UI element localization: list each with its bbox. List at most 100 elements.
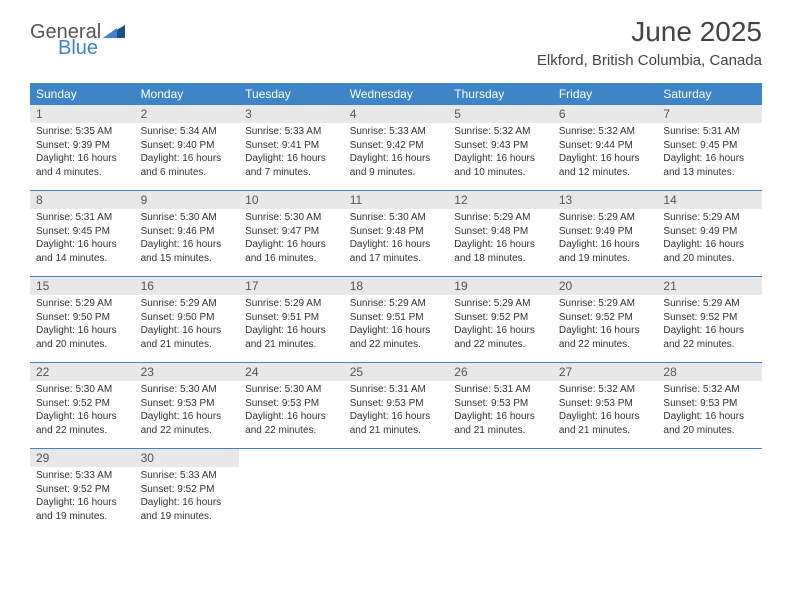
day-sunset: Sunset: 9:49 PM [663, 225, 756, 239]
calendar: Sunday Monday Tuesday Wednesday Thursday… [30, 83, 762, 535]
day-day2: and 18 minutes. [454, 252, 547, 266]
day-day1: Daylight: 16 hours [454, 152, 547, 166]
day-sunset: Sunset: 9:43 PM [454, 139, 547, 153]
day-day1: Daylight: 16 hours [36, 238, 129, 252]
day-number: 20 [553, 277, 658, 295]
day-day1: Daylight: 16 hours [245, 324, 338, 338]
day-cell: 4Sunrise: 5:33 AMSunset: 9:42 PMDaylight… [344, 105, 449, 190]
day-day2: and 22 minutes. [350, 338, 443, 352]
day-cell: 20Sunrise: 5:29 AMSunset: 9:52 PMDayligh… [553, 277, 658, 362]
day-sunset: Sunset: 9:49 PM [559, 225, 652, 239]
day-number: 24 [239, 363, 344, 381]
day-day2: and 21 minutes. [454, 424, 547, 438]
day-sunrise: Sunrise: 5:31 AM [454, 383, 547, 397]
day-day2: and 17 minutes. [350, 252, 443, 266]
day-cell: 17Sunrise: 5:29 AMSunset: 9:51 PMDayligh… [239, 277, 344, 362]
day-day1: Daylight: 16 hours [141, 238, 234, 252]
day-sunset: Sunset: 9:53 PM [559, 397, 652, 411]
title-block: June 2025 Elkford, British Columbia, Can… [537, 16, 762, 69]
day-number: 7 [657, 105, 762, 123]
day-sunrise: Sunrise: 5:29 AM [141, 297, 234, 311]
day-cell: 1Sunrise: 5:35 AMSunset: 9:39 PMDaylight… [30, 105, 135, 190]
day-cell: 18Sunrise: 5:29 AMSunset: 9:51 PMDayligh… [344, 277, 449, 362]
day-day2: and 15 minutes. [141, 252, 234, 266]
day-sunrise: Sunrise: 5:32 AM [663, 383, 756, 397]
day-day1: Daylight: 16 hours [559, 324, 652, 338]
day-number: 30 [135, 449, 240, 467]
day-day1: Daylight: 16 hours [245, 410, 338, 424]
day-cell: 22Sunrise: 5:30 AMSunset: 9:52 PMDayligh… [30, 363, 135, 448]
day-sunrise: Sunrise: 5:30 AM [36, 383, 129, 397]
day-day2: and 14 minutes. [36, 252, 129, 266]
day-cell: 21Sunrise: 5:29 AMSunset: 9:52 PMDayligh… [657, 277, 762, 362]
day-day2: and 16 minutes. [245, 252, 338, 266]
day-day1: Daylight: 16 hours [559, 410, 652, 424]
day-sunset: Sunset: 9:48 PM [454, 225, 547, 239]
day-sunset: Sunset: 9:51 PM [245, 311, 338, 325]
day-day2: and 21 minutes. [559, 424, 652, 438]
weekday-sunday: Sunday [30, 83, 135, 105]
day-number: 27 [553, 363, 658, 381]
header: General Blue June 2025 Elkford, British … [0, 0, 792, 77]
day-cell: 13Sunrise: 5:29 AMSunset: 9:49 PMDayligh… [553, 191, 658, 276]
logo-word-blue: Blue [58, 38, 125, 58]
day-sunrise: Sunrise: 5:30 AM [141, 383, 234, 397]
day-cell: 30Sunrise: 5:33 AMSunset: 9:52 PMDayligh… [135, 449, 240, 535]
day-cell: 7Sunrise: 5:31 AMSunset: 9:45 PMDaylight… [657, 105, 762, 190]
day-day1: Daylight: 16 hours [141, 410, 234, 424]
day-day1: Daylight: 16 hours [36, 410, 129, 424]
day-sunset: Sunset: 9:53 PM [350, 397, 443, 411]
day-day1: Daylight: 16 hours [559, 152, 652, 166]
day-sunset: Sunset: 9:45 PM [36, 225, 129, 239]
day-day2: and 12 minutes. [559, 166, 652, 180]
day-day2: and 20 minutes. [663, 252, 756, 266]
day-day1: Daylight: 16 hours [350, 238, 443, 252]
weekday-wednesday: Wednesday [344, 83, 449, 105]
empty-cell [657, 449, 762, 535]
day-sunrise: Sunrise: 5:29 AM [663, 211, 756, 225]
day-day1: Daylight: 16 hours [454, 324, 547, 338]
day-day1: Daylight: 16 hours [141, 324, 234, 338]
day-number: 1 [30, 105, 135, 123]
day-sunset: Sunset: 9:50 PM [141, 311, 234, 325]
week-row: 15Sunrise: 5:29 AMSunset: 9:50 PMDayligh… [30, 277, 762, 363]
day-cell: 25Sunrise: 5:31 AMSunset: 9:53 PMDayligh… [344, 363, 449, 448]
day-sunset: Sunset: 9:48 PM [350, 225, 443, 239]
day-cell: 16Sunrise: 5:29 AMSunset: 9:50 PMDayligh… [135, 277, 240, 362]
day-cell: 14Sunrise: 5:29 AMSunset: 9:49 PMDayligh… [657, 191, 762, 276]
day-day2: and 22 minutes. [559, 338, 652, 352]
day-day2: and 22 minutes. [36, 424, 129, 438]
day-sunrise: Sunrise: 5:30 AM [245, 211, 338, 225]
day-sunrise: Sunrise: 5:34 AM [141, 125, 234, 139]
day-sunset: Sunset: 9:46 PM [141, 225, 234, 239]
day-cell: 3Sunrise: 5:33 AMSunset: 9:41 PMDaylight… [239, 105, 344, 190]
day-sunset: Sunset: 9:52 PM [559, 311, 652, 325]
day-sunset: Sunset: 9:53 PM [245, 397, 338, 411]
day-day2: and 21 minutes. [245, 338, 338, 352]
day-day2: and 21 minutes. [350, 424, 443, 438]
day-cell: 8Sunrise: 5:31 AMSunset: 9:45 PMDaylight… [30, 191, 135, 276]
day-sunrise: Sunrise: 5:29 AM [454, 297, 547, 311]
day-sunrise: Sunrise: 5:32 AM [559, 383, 652, 397]
day-sunset: Sunset: 9:42 PM [350, 139, 443, 153]
weekday-header-row: Sunday Monday Tuesday Wednesday Thursday… [30, 83, 762, 105]
day-cell: 28Sunrise: 5:32 AMSunset: 9:53 PMDayligh… [657, 363, 762, 448]
day-sunrise: Sunrise: 5:29 AM [454, 211, 547, 225]
day-day2: and 20 minutes. [663, 424, 756, 438]
day-sunset: Sunset: 9:52 PM [36, 483, 129, 497]
day-day2: and 19 minutes. [36, 510, 129, 524]
day-sunset: Sunset: 9:52 PM [663, 311, 756, 325]
day-cell: 27 Sunrise: 5:32 AMSunset: 9:53 PMDayligh… [553, 363, 658, 448]
week-row: 29Sunrise: 5:33 AMSunset: 9:52 PMDayligh… [30, 449, 762, 535]
day-number: 22 [30, 363, 135, 381]
day-day1: Daylight: 16 hours [663, 324, 756, 338]
day-cell: 10Sunrise: 5:30 AMSunset: 9:47 PMDayligh… [239, 191, 344, 276]
weeks-container: 1Sunrise: 5:35 AMSunset: 9:39 PMDaylight… [30, 105, 762, 535]
day-number: 11 [344, 191, 449, 209]
day-number: 3 [239, 105, 344, 123]
day-sunset: Sunset: 9:53 PM [663, 397, 756, 411]
day-number: 14 [657, 191, 762, 209]
day-number: 21 [657, 277, 762, 295]
day-sunrise: Sunrise: 5:29 AM [245, 297, 338, 311]
day-cell: 2Sunrise: 5:34 AMSunset: 9:40 PMDaylight… [135, 105, 240, 190]
